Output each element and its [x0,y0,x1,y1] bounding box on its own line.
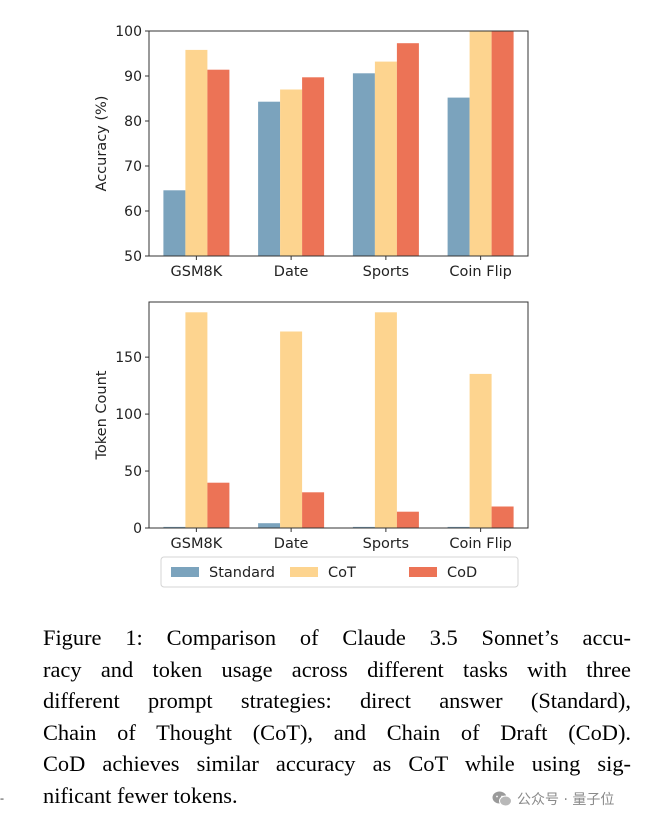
legend-box [160,556,519,588]
accuracy-ytick-label: 100 [115,24,142,40]
accuracy-bar-cot [469,31,492,256]
tokens-bar-cod [207,482,230,528]
tokens-xtick-label: GSM8K [171,536,223,552]
watermark-text: 公众号 · 量子位 [517,792,615,808]
tokens-xtick-label: Sports [363,536,409,552]
accuracy-bar-standard [447,97,470,256]
tokens-bar-cot [185,312,208,528]
wechat-icon [492,791,512,807]
tokens-bar-cot [280,331,303,528]
tokens-bar-cod [302,492,325,528]
tokens-ytick-label: 50 [124,464,142,480]
tokens-axes-frame [148,301,529,529]
accuracy-bar-standard [352,73,375,256]
caption-line: racy and token usage across different ta… [43,656,631,682]
caption-line: CoD achieves similar accuracy as CoT whi… [43,751,631,777]
tokens-bar-cot [469,373,492,528]
accuracy-bar-cot [374,61,397,256]
margin-mark: - [0,791,4,805]
accuracy-xtick-label: Date [274,264,309,280]
legend-swatch-standard [171,567,199,577]
accuracy-bar-cod [396,43,419,257]
caption-line: Chain of Thought (CoT), and Chain of Dra… [43,719,631,745]
tokens-xtick-label: Coin Flip [449,536,511,552]
accuracy-xtick-label: Coin Flip [449,264,511,280]
legend-label-cot: CoT [328,565,356,581]
tokens-ytick-label: 150 [115,350,142,366]
watermark: 公众号 · 量子位 [492,789,614,809]
legend-label-standard: Standard [209,565,275,581]
figure-caption: Figure 1: Comparison of Claude 3.5 Sonne… [43,622,631,812]
tokens-ylabel: Token Count [94,370,110,460]
accuracy-xtick-label: Sports [363,264,409,280]
legend-swatch-cod [409,567,437,577]
accuracy-ytick-label: 90 [124,69,142,85]
accuracy-bar-cot [185,49,208,257]
accuracy-bar-cod [207,69,230,256]
tokens-bar-cot [374,312,397,528]
accuracy-bar-standard [163,190,186,256]
accuracy-bar-cod [302,77,325,256]
accuracy-bar-cod [491,31,514,256]
tokens-bar-standard [163,526,186,528]
caption-line: Figure 1: Comparison of Claude 3.5 Sonne… [43,625,631,650]
accuracy-ytick-label: 70 [124,159,142,175]
accuracy-bar-cot [280,89,303,256]
accuracy-bar-standard [258,101,281,256]
accuracy-xtick-label: GSM8K [171,264,223,280]
legend-label-cod: CoD [447,565,477,581]
legend-swatch-cot [290,567,318,577]
tokens-bar-cod [491,506,514,528]
tokens-bar-standard [258,523,281,528]
tokens-bar-standard [447,526,470,528]
tokens-ytick-label: 100 [115,407,142,423]
caption-line: different prompt strategies: direct answ… [43,688,631,714]
accuracy-axes-frame [148,30,529,257]
accuracy-ytick-label: 50 [124,249,142,265]
caption-line: nificant fewer tokens. [43,782,238,808]
accuracy-ylabel: Accuracy (%) [94,96,110,192]
tokens-ytick-label: 0 [133,521,142,537]
accuracy-ytick-label: 80 [124,114,142,130]
accuracy-ytick-label: 60 [124,204,142,220]
tokens-bar-cod [396,511,419,528]
tokens-xtick-label: Date [274,536,309,552]
tokens-bar-standard [352,526,375,528]
